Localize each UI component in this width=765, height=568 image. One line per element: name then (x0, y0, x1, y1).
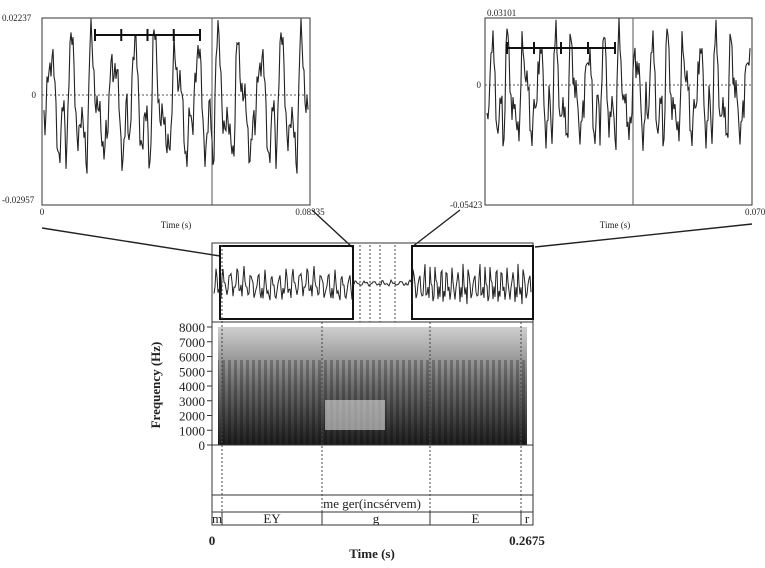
word-tier: me ger(incsérvem) (323, 496, 421, 511)
x-label: Time (s) (600, 220, 630, 230)
main-frame (211, 242, 534, 526)
y-tick-label: 0 (199, 438, 206, 453)
y-max: 0.03101 (487, 8, 516, 18)
time-end: 0.2675 (509, 533, 545, 548)
x-end: 0.07032 (745, 207, 765, 217)
phone-label: E (472, 511, 480, 526)
y-axis-label: Frequency (Hz) (148, 342, 163, 429)
y-tick-label: 8000 (179, 320, 205, 335)
y-tick-label: 6000 (179, 350, 205, 365)
boundaries (221, 245, 522, 512)
spectrogram-light (325, 400, 385, 430)
selection-right (411, 245, 534, 320)
waveform (486, 17, 751, 151)
y-tick-label: 3000 (179, 394, 205, 409)
y-zero: 0 (32, 90, 37, 100)
y-tick-label: 5000 (179, 364, 205, 379)
phone-label: EY (263, 511, 281, 526)
waveform (43, 18, 309, 174)
time-label: Time (s) (349, 546, 395, 561)
y-tick-label: 7000 (179, 335, 205, 350)
phone-boundaries (221, 512, 522, 525)
phone-label: r (525, 511, 530, 526)
selection-left (219, 245, 354, 320)
connectors (41, 209, 753, 257)
left-zoom-frame (41, 17, 311, 206)
x-end: 0.08335 (295, 207, 325, 217)
phone-label: g (373, 511, 380, 526)
y-zero: 0 (477, 80, 482, 90)
y-tick-label: 1000 (179, 423, 205, 438)
y-tick-label: 2000 (179, 409, 205, 424)
x-start: 0 (40, 207, 45, 217)
y-tick-label: 4000 (179, 379, 205, 394)
waveform (411, 263, 532, 305)
y-min: -0.05423 (450, 200, 483, 210)
y-min: -0.02957 (2, 195, 35, 205)
waveform (213, 265, 353, 301)
y-max: 0.02237 (2, 13, 32, 23)
x-label: Time (s) (161, 220, 191, 230)
phone-label: m (212, 511, 222, 526)
waveform (352, 278, 412, 287)
time-start: 0 (209, 533, 216, 548)
